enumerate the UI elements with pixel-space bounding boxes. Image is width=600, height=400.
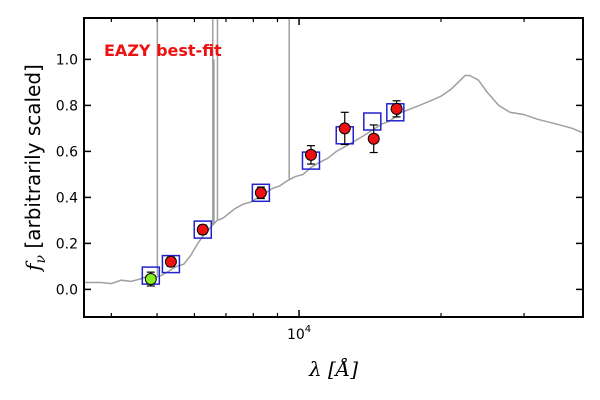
x-axis-label-close: ] xyxy=(349,357,358,381)
y-axis-label-sub: ν xyxy=(33,254,49,263)
photometry-point-4 xyxy=(304,148,317,161)
template-flux-box-2 xyxy=(193,220,213,239)
model-spectrum-line xyxy=(84,74,583,285)
template-flux-box-1 xyxy=(161,254,181,274)
photometry-point-0 xyxy=(144,273,157,286)
x-tick-label-base: 10 xyxy=(287,327,305,343)
y-tick-label-3: 0.6 xyxy=(56,144,78,160)
x-axis-label-unit: Å xyxy=(334,356,350,381)
plot-area xyxy=(84,18,583,287)
x-axis-label-main: λ [ xyxy=(308,357,336,381)
y-tick-label-2: 0.4 xyxy=(56,190,78,206)
y-axis-label-text: [arbitrarily scaled] xyxy=(21,64,45,255)
x-tick-label-exponent: 4 xyxy=(305,324,311,335)
y-tick-label-0: 0.0 xyxy=(56,282,78,298)
photometry-point-5 xyxy=(338,122,351,135)
y-tick-label-1: 0.2 xyxy=(56,236,78,252)
x-axis-label: λ [Å] xyxy=(308,356,358,381)
photometry-point-7 xyxy=(390,102,403,115)
plot-frame xyxy=(83,17,584,318)
plot-clipped-group xyxy=(84,18,583,287)
photometry-point-3 xyxy=(254,186,267,199)
y-tick-label-4: 0.8 xyxy=(56,98,78,114)
y-axis-label: fν [arbitrarily scaled] xyxy=(21,64,49,273)
template-flux-box-3 xyxy=(251,183,271,203)
axes: 0.0 0.2 0.4 0.6 0.8 1.0 104 xyxy=(56,18,583,343)
photometry-point-2 xyxy=(196,223,209,236)
template-flux-box-6 xyxy=(363,112,382,131)
photometry-point-6 xyxy=(367,132,380,145)
photometry-point-1 xyxy=(164,255,177,268)
y-tick-label-5: 1.0 xyxy=(56,52,78,68)
x-tick-label-0: 104 xyxy=(287,324,311,343)
annotation-eazy-best-fit: EAZY best-fit xyxy=(104,41,222,60)
